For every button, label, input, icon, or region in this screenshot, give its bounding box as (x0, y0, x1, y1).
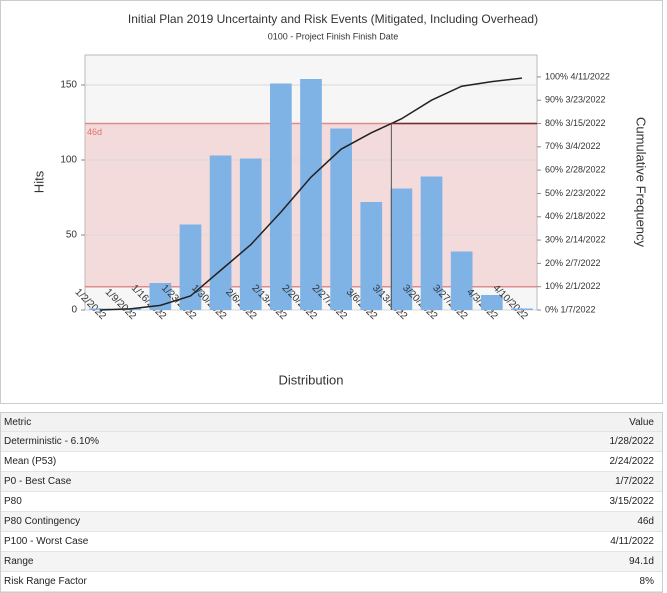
table-row: P80 3/15/2022 (1, 492, 662, 512)
table-row: Risk Range Factor 8% (1, 572, 662, 592)
bar (270, 83, 292, 310)
metric-cell: P0 - Best Case (4, 476, 72, 487)
metric-cell: Mean (P53) (4, 456, 57, 467)
y2-tick-label: 70% 3/4/2022 (545, 141, 601, 151)
y-axis-label: Hits (31, 170, 46, 193)
value-cell: 8% (639, 576, 654, 587)
value-cell: 1/7/2022 (615, 476, 654, 487)
y2-tick-label: 10% 2/1/2022 (545, 281, 601, 291)
y2-tick-label: 80% 3/15/2022 (545, 118, 606, 128)
header-cell: Value (629, 416, 654, 428)
bar (480, 295, 503, 310)
table-row: P80 Contingency 46d (1, 512, 662, 532)
header-cell: Metric (4, 416, 32, 428)
bar (390, 188, 413, 310)
y2-tick-label: 40% 2/18/2022 (545, 211, 606, 221)
metric-cell: P100 - Worst Case (4, 536, 89, 547)
bar (300, 79, 322, 310)
table-header: Metric Value (1, 413, 662, 432)
y2-tick-label: 50% 2/23/2022 (545, 188, 606, 198)
bar (450, 251, 473, 310)
y2-tick-label: 0% 1/7/2022 (545, 304, 596, 314)
y2-tick-label: 90% 3/23/2022 (545, 95, 606, 105)
bar (360, 202, 383, 310)
table-row: P0 - Best Case 1/7/2022 (1, 472, 662, 492)
bar (209, 155, 232, 310)
metric-cell: Risk Range Factor (4, 576, 87, 587)
value-cell: 3/15/2022 (609, 496, 655, 507)
bar (179, 224, 202, 310)
chart-subtitle: 0100 - Project Finish Finish Date (268, 31, 399, 41)
bar (511, 308, 533, 310)
y2-tick-label: 100% 4/11/2022 (545, 71, 610, 81)
table-row: Deterministic - 6.10% 1/28/2022 (1, 432, 662, 452)
metric-cell: P80 Contingency (4, 516, 81, 527)
y2-tick-label: 30% 2/14/2022 (545, 234, 606, 244)
value-cell: 94.1d (628, 556, 654, 567)
bar (239, 158, 262, 310)
y-tick-label: 50 (66, 230, 78, 241)
y-tick-label: 100 (60, 155, 77, 166)
bar (330, 128, 352, 310)
y2-tick-label: 20% 2/7/2022 (545, 258, 601, 268)
bar (420, 176, 443, 310)
metrics-table: Metric Value Deterministic - 6.10% 1/28/202… (0, 412, 663, 593)
value-cell: 1/28/2022 (609, 436, 655, 447)
chart: Initial Plan 2019 Uncertainty and Risk E… (0, 0, 663, 404)
table-row: P100 - Worst Case 4/11/2022 (1, 532, 662, 552)
value-cell: 46d (637, 516, 654, 527)
value-cell: 2/24/2022 (609, 456, 655, 467)
band-label: 46d (87, 127, 102, 137)
y2-tick-label: 60% 2/28/2022 (545, 165, 606, 175)
x-axis-label: Distribution (278, 372, 343, 387)
table-row: Range 94.1d (1, 552, 662, 572)
value-cell: 4/11/2022 (610, 536, 654, 547)
y2-axis-label: Cumulative Frequency (634, 117, 649, 248)
y-tick-label: 0 (71, 305, 77, 316)
y-tick-label: 150 (60, 80, 77, 91)
metric-cell: Range (4, 556, 34, 567)
metric-cell: P80 (4, 496, 22, 507)
chart-title: Initial Plan 2019 Uncertainty and Risk E… (128, 12, 538, 26)
table-row: Mean (P53) 2/24/2022 (1, 452, 662, 472)
cumulative-line (100, 77, 523, 311)
metric-cell: Deterministic - 6.10% (4, 436, 100, 447)
